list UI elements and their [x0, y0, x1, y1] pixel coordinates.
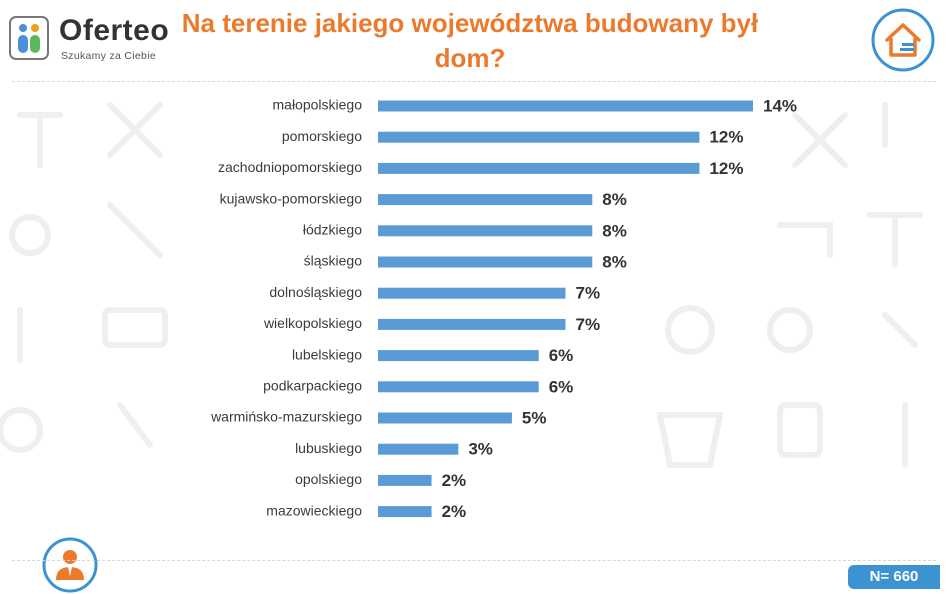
category-label: warmińsko-mazurskiego [210, 409, 362, 425]
value-label: 8% [602, 221, 627, 240]
category-label: łódzkiego [303, 222, 362, 238]
logo-mark-icon [9, 16, 49, 60]
bar [378, 256, 593, 268]
value-label: 2% [442, 471, 467, 490]
value-label: 8% [602, 252, 627, 271]
chart-title: Na terenie jakiego województwa budowany … [181, 8, 759, 73]
category-label: małopolskiego [273, 97, 363, 113]
bar [378, 194, 593, 206]
category-label: wielkopolskiego [263, 315, 362, 331]
category-label: lubelskiego [292, 346, 362, 362]
category-label: śląskiego [304, 253, 363, 269]
bar [378, 225, 593, 237]
background-tools-pattern [0, 102, 923, 468]
bar [378, 162, 700, 174]
bar [378, 381, 539, 393]
bar-chart: małopolskiego 14% pomorskiego 12% zachodniop… [210, 96, 797, 521]
value-label: 6% [549, 346, 574, 365]
oferteo-logo[interactable]: Oferteo Szukamy za Ciebie [9, 14, 169, 64]
bar [378, 412, 512, 424]
bar [378, 100, 753, 112]
category-label: lubuskiego [295, 440, 362, 456]
value-label: 14% [763, 96, 797, 115]
value-label: 7% [576, 315, 601, 334]
category-label: dolnośląskiego [269, 284, 362, 300]
bar [378, 474, 432, 486]
value-label: 8% [602, 190, 627, 209]
header-divider [12, 81, 936, 82]
value-label: 6% [549, 377, 574, 396]
bar [378, 131, 700, 143]
bar [378, 506, 432, 518]
value-label: 7% [576, 284, 601, 303]
category-label: mazowieckiego [266, 502, 362, 518]
category-label: pomorskiego [282, 128, 362, 144]
value-label: 12% [709, 159, 743, 178]
bar [378, 318, 566, 330]
bar [378, 443, 459, 455]
category-label: opolskiego [295, 471, 362, 487]
value-label: 2% [442, 502, 467, 521]
brand-name: Oferteo [59, 14, 170, 47]
value-label: 3% [468, 440, 493, 459]
value-label: 12% [709, 128, 743, 147]
house-icon [871, 8, 935, 72]
person-icon [42, 537, 98, 593]
bar [378, 287, 566, 299]
footer-divider [12, 560, 936, 561]
category-label: kujawsko-pomorskiego [220, 190, 363, 206]
category-label: zachodniopomorskiego [218, 159, 362, 175]
sample-size-badge: N= 660 [848, 565, 940, 589]
brand-tagline: Szukamy za Ciebie [61, 50, 156, 62]
value-label: 5% [522, 408, 547, 427]
bar [378, 350, 539, 362]
category-label: podkarpackiego [263, 378, 362, 394]
